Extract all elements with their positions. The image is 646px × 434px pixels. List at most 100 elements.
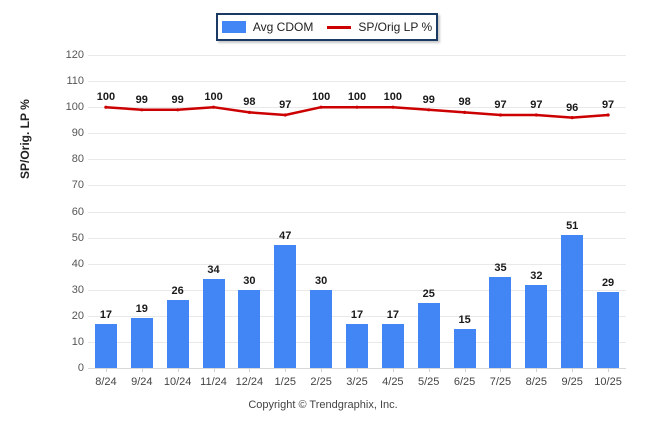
bar-value-label: 15 bbox=[458, 313, 471, 326]
line-point[interactable] bbox=[104, 105, 108, 109]
line-value-label: 100 bbox=[347, 91, 367, 104]
line-point[interactable] bbox=[391, 105, 395, 109]
bar[interactable] bbox=[274, 245, 297, 368]
line-value-label: 100 bbox=[204, 91, 223, 104]
bar[interactable] bbox=[346, 323, 368, 368]
x-axis-tick bbox=[464, 368, 466, 372]
bar[interactable] bbox=[238, 289, 261, 368]
gridline bbox=[88, 159, 626, 161]
x-axis-tick bbox=[249, 368, 251, 372]
gridline bbox=[88, 315, 626, 317]
line-point[interactable] bbox=[427, 108, 431, 112]
gridline bbox=[88, 289, 626, 291]
line-point[interactable] bbox=[606, 113, 610, 117]
y-axis-tick-label: 120 bbox=[65, 49, 84, 61]
y-axis-tick-label: 110 bbox=[66, 75, 84, 88]
gridline bbox=[88, 211, 626, 213]
bar-value-label: 17 bbox=[386, 308, 399, 321]
bar[interactable] bbox=[417, 302, 440, 368]
bar-value-label: 30 bbox=[243, 274, 256, 287]
x-axis-tick bbox=[177, 368, 179, 372]
y-axis-tick-label: 80 bbox=[71, 153, 84, 166]
x-axis-tick bbox=[536, 368, 538, 372]
y-axis-tick-label: 0 bbox=[77, 362, 84, 374]
y-axis-tick-label: 10 bbox=[71, 335, 84, 348]
x-axis-tick-label: 7/25 bbox=[489, 376, 512, 388]
line-point[interactable] bbox=[247, 110, 251, 114]
x-axis-tick bbox=[285, 368, 287, 372]
bar-value-label: 17 bbox=[350, 308, 364, 321]
gridline bbox=[88, 55, 626, 56]
line-value-label: 100 bbox=[383, 91, 403, 104]
chart-legend: Avg CDOM SP/Orig LP % bbox=[216, 13, 438, 41]
legend-item-sp-orig-lp[interactable]: SP/Orig LP % bbox=[327, 20, 432, 34]
line-value-label: 98 bbox=[243, 96, 256, 109]
bar-value-label: 19 bbox=[135, 303, 148, 316]
x-axis-ticks bbox=[88, 368, 626, 373]
bar[interactable] bbox=[94, 323, 117, 368]
line-point[interactable] bbox=[498, 113, 503, 117]
bar-value-label: 25 bbox=[422, 287, 435, 300]
line-value-label: 100 bbox=[311, 91, 331, 104]
x-axis-tick-label: 11/24 bbox=[200, 376, 227, 388]
line-point[interactable] bbox=[319, 105, 323, 109]
y-axis-tick-label: 50 bbox=[71, 231, 84, 244]
line-value-label: 99 bbox=[422, 93, 435, 106]
bar[interactable] bbox=[130, 318, 153, 368]
bar-value-label: 47 bbox=[279, 230, 292, 243]
y-axis-tick-labels: 0 10 20 30 40 50 60 70 80 90 100 110 120 bbox=[46, 50, 84, 374]
line-value-label: 96 bbox=[566, 101, 579, 114]
bar-value-label: 29 bbox=[601, 277, 615, 290]
x-axis-tick-label: 4/25 bbox=[382, 376, 404, 388]
line-value-label: 100 bbox=[96, 91, 116, 104]
line-value-label: 97 bbox=[601, 98, 615, 111]
line-point[interactable] bbox=[140, 108, 144, 112]
x-axis-tick-label: 2/25 bbox=[310, 376, 332, 388]
bar-value-label: 51 bbox=[566, 219, 579, 232]
x-axis-tick-label: 8/25 bbox=[525, 376, 548, 388]
line-value-label: 99 bbox=[171, 93, 184, 106]
x-axis-tick bbox=[608, 368, 610, 372]
bar[interactable] bbox=[597, 292, 620, 368]
plot-area: 17 19 26 34 30 47 30 17 17 25 15 35 32 51 29 100 99 99 10… bbox=[88, 55, 626, 369]
bar[interactable] bbox=[489, 276, 512, 368]
bar-swatch-icon bbox=[221, 21, 246, 33]
legend-item-avg-cdom[interactable]: Avg CDOM bbox=[221, 20, 313, 34]
bar-value-label: 30 bbox=[315, 274, 328, 287]
x-axis-tick-label: 5/25 bbox=[418, 376, 440, 388]
line-value-label: 97 bbox=[279, 98, 292, 111]
y-axis-tick-label: 30 bbox=[71, 283, 84, 296]
x-axis-tick bbox=[500, 368, 502, 372]
bar[interactable] bbox=[525, 284, 548, 368]
line-point[interactable] bbox=[355, 105, 359, 109]
line-point[interactable] bbox=[211, 105, 216, 109]
y-axis-tick-label: 40 bbox=[71, 257, 84, 270]
x-axis-tick bbox=[141, 368, 143, 372]
line-point[interactable] bbox=[283, 113, 287, 117]
bar[interactable] bbox=[310, 289, 333, 368]
x-axis-tick-label: 3/25 bbox=[346, 376, 368, 388]
line-point[interactable] bbox=[463, 110, 467, 114]
bar[interactable] bbox=[166, 300, 189, 368]
x-axis-tick-label: 10/25 bbox=[594, 376, 622, 388]
bar-value-label: 35 bbox=[494, 261, 507, 274]
bar[interactable] bbox=[453, 328, 476, 368]
y-axis-title: SP/Orig. LP % bbox=[18, 99, 32, 179]
gridline bbox=[88, 133, 626, 135]
x-axis-tick bbox=[357, 368, 358, 372]
x-axis-tick bbox=[392, 368, 394, 372]
bar[interactable] bbox=[561, 234, 584, 368]
y-axis-tick-label: 70 bbox=[71, 179, 84, 192]
x-axis-tick bbox=[428, 368, 430, 372]
line-series-sp-orig-lp bbox=[104, 105, 610, 120]
line-point[interactable] bbox=[176, 108, 180, 112]
bar[interactable] bbox=[202, 279, 225, 368]
gridline bbox=[88, 185, 626, 187]
y-axis-tick-label: 100 bbox=[65, 101, 84, 114]
x-axis-tick bbox=[572, 368, 574, 372]
line-point[interactable] bbox=[570, 116, 574, 120]
line-point[interactable] bbox=[534, 113, 538, 117]
gridline bbox=[88, 81, 626, 83]
bar[interactable] bbox=[381, 323, 404, 368]
